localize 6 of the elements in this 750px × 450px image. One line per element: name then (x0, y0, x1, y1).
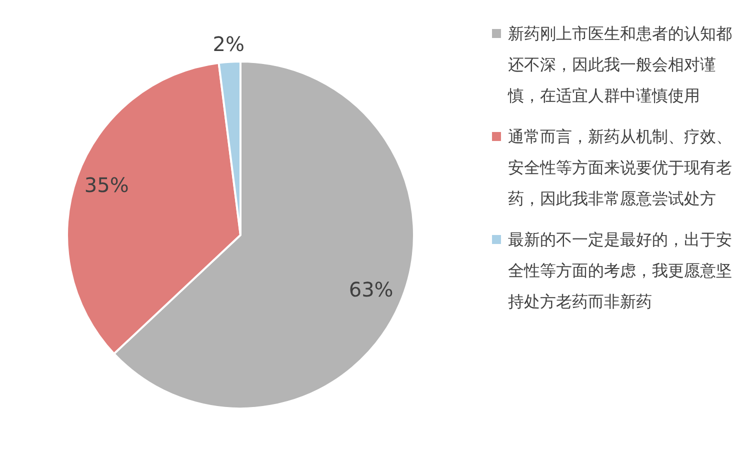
data-label: 35% (84, 173, 129, 198)
data-label: 63% (348, 278, 394, 302)
legend-label: 通常而言，新药从机制、疗效、安全性等方面来说要优于现有老药，因此我非常愿意尝试处方 (508, 127, 732, 208)
legend-label: 新药刚上市医生和患者的认知都还不深，因此我一般会相对谨慎，在适宜人群中谨慎使用 (508, 24, 732, 105)
legend-label: 最新的不一定是最好的，出于安全性等方面的考虑，我更愿意坚持处方老药而非新药 (508, 230, 732, 311)
data-label: 2% (212, 32, 244, 56)
